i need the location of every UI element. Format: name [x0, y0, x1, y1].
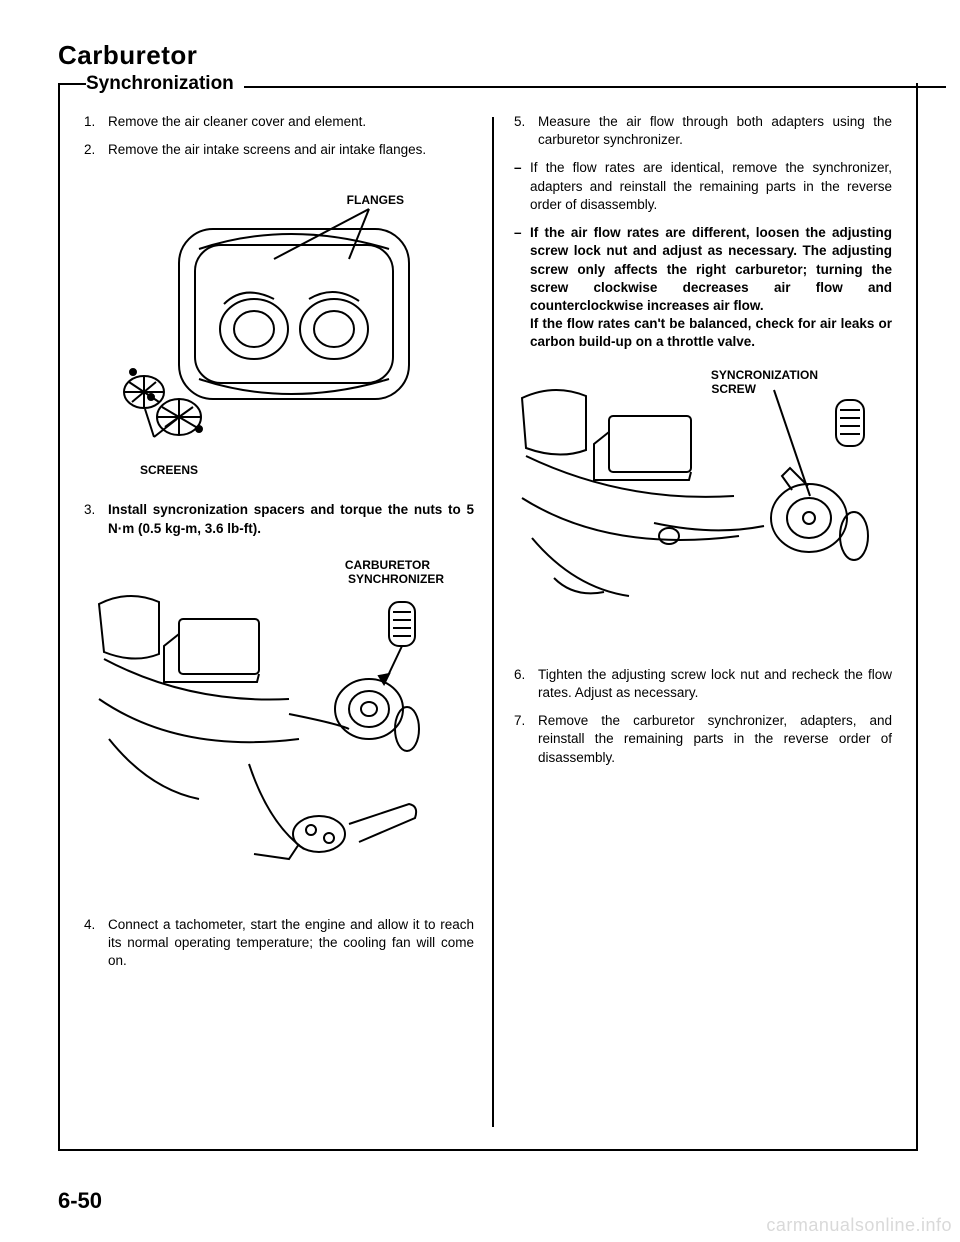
step-number: 3. [84, 501, 108, 537]
dash-text-p2: If the flow rates can't be balanced, che… [530, 316, 892, 349]
step-text: Tighten the adjusting screw lock nut and… [538, 666, 892, 702]
step-text: Remove the air intake screens and air in… [108, 141, 474, 159]
step-number: 5. [514, 113, 538, 149]
sync-screw-illustration [514, 368, 894, 618]
watermark: carmanualsonline.info [766, 1215, 952, 1236]
figure-flanges-screens: FLANGES [84, 199, 474, 479]
step-item: 5. Measure the air flow through both ada… [514, 113, 892, 149]
dash-text-p1: If the air flow rates are different, loo… [530, 225, 892, 313]
dash-marker: – [514, 224, 530, 352]
step-text: Measure the air flow through both adapte… [538, 113, 892, 149]
step-number: 7. [514, 712, 538, 767]
content-frame: 1. Remove the air cleaner cover and elem… [58, 83, 918, 1151]
figure-label-screw: SCREW [711, 382, 756, 396]
figure-label-syncronization: SYNCRONIZATION [711, 368, 818, 382]
section-subtitle: Synchronization [86, 73, 244, 95]
step-text: Remove the carburetor synchronizer, adap… [538, 712, 892, 767]
step-text: Install syncronization spacers and torqu… [108, 501, 474, 537]
left-column: 1. Remove the air cleaner cover and elem… [84, 113, 492, 1125]
step-item: 1. Remove the air cleaner cover and elem… [84, 113, 474, 131]
step-item: 3. Install syncronization spacers and to… [84, 501, 474, 537]
figure-label-flanges: FLANGES [347, 193, 404, 207]
step-item: 7. Remove the carburetor synchronizer, a… [514, 712, 892, 767]
figure-synchronizer: CARBURETOR SYNCHRONIZER [84, 564, 474, 894]
step-number: 1. [84, 113, 108, 131]
dash-item: – If the flow rates are identical, remov… [514, 159, 892, 214]
dash-marker: – [514, 159, 530, 214]
step-item: 6. Tighten the adjusting screw lock nut … [514, 666, 892, 702]
figure-label-carburetor: CARBURETOR [345, 558, 430, 572]
step-number: 6. [514, 666, 538, 702]
right-column: 5. Measure the air flow through both ada… [494, 113, 892, 1125]
step-number: 4. [84, 916, 108, 971]
figure-label-synchronizer: SYNCHRONIZER [348, 572, 444, 586]
figure-sync-screw: SYNCRONIZATION SCREW [514, 368, 892, 638]
page-number: 6-50 [58, 1188, 102, 1214]
dash-text: If the flow rates are identical, remove … [530, 159, 892, 214]
dash-text: If the air flow rates are different, loo… [530, 224, 892, 352]
step-text: Connect a tachometer, start the engine a… [108, 916, 474, 971]
synchronizer-illustration [89, 564, 469, 874]
dash-item: – If the air flow rates are different, l… [514, 224, 892, 352]
carburetor-top-illustration [99, 199, 459, 459]
step-item: 2. Remove the air intake screens and air… [84, 141, 474, 159]
step-text: Remove the air cleaner cover and element… [108, 113, 474, 131]
sub-list: – If the flow rates are identical, remov… [514, 159, 892, 351]
step-number: 2. [84, 141, 108, 159]
figure-label-screens: SCREENS [140, 463, 198, 477]
step-item: 4. Connect a tachometer, start the engin… [84, 916, 474, 971]
page-title: Carburetor [58, 40, 918, 71]
